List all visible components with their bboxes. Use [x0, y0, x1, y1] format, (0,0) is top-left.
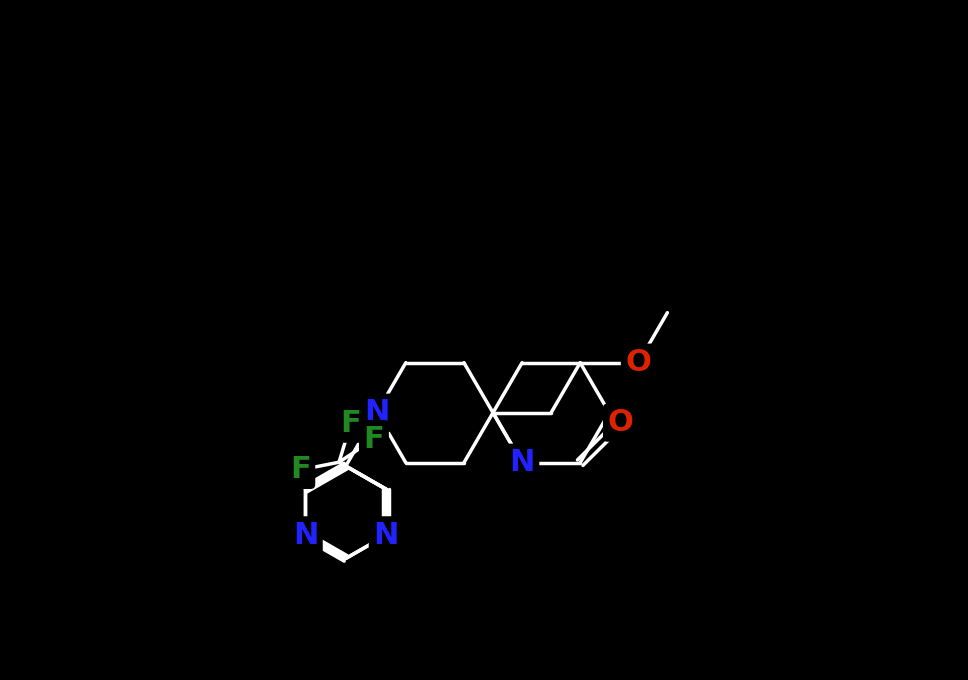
Text: N: N	[509, 448, 534, 477]
Text: F: F	[289, 456, 311, 484]
Text: N: N	[364, 398, 389, 427]
Text: O: O	[608, 408, 633, 437]
Text: N: N	[292, 521, 318, 550]
Text: O: O	[625, 348, 651, 377]
Text: F: F	[364, 424, 384, 454]
Text: F: F	[341, 409, 361, 438]
Text: N: N	[374, 521, 399, 550]
